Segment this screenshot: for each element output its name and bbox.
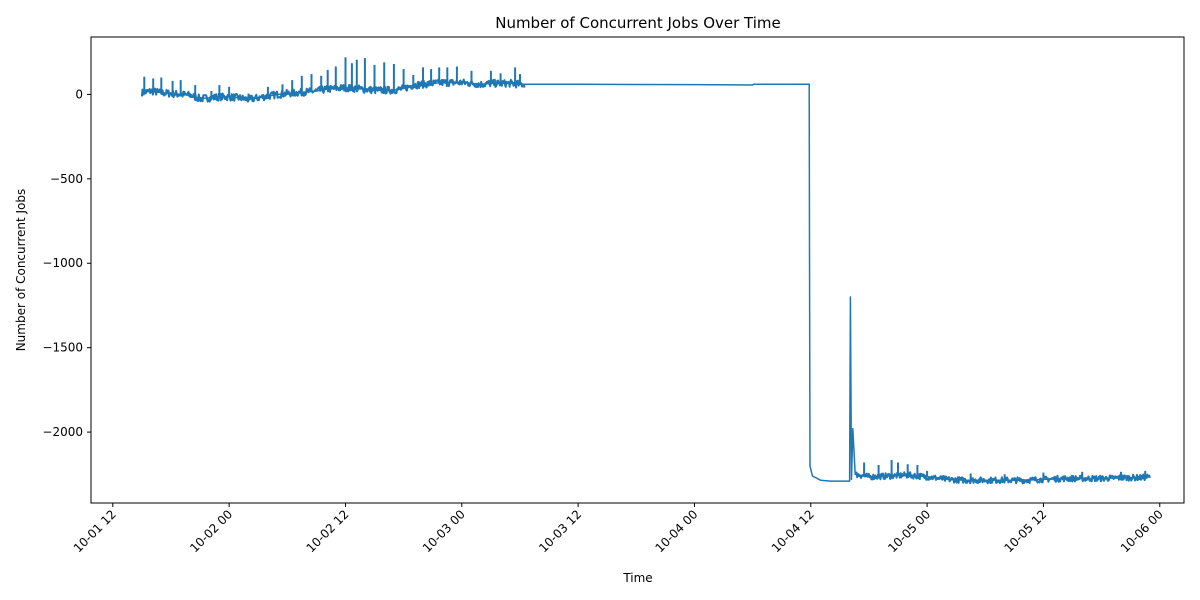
chart-title: Number of Concurrent Jobs Over Time xyxy=(495,14,781,32)
y-tick-label: −1500 xyxy=(42,341,83,355)
series-noise-band xyxy=(140,78,526,103)
axes-frame xyxy=(90,36,1185,504)
y-tick-label: −2000 xyxy=(42,425,83,439)
series-noise-band xyxy=(854,471,1151,485)
y-tick-label: −500 xyxy=(50,172,83,186)
y-tick-label: −1000 xyxy=(42,256,83,270)
x-axis-label: Time xyxy=(622,571,652,585)
plot-area xyxy=(140,57,1151,485)
y-axis-label: Number of Concurrent Jobs xyxy=(14,189,28,352)
y-axis: 0 −500 −1000 −1500 −2000 xyxy=(42,87,91,439)
y-tick-label: 0 xyxy=(75,87,83,101)
